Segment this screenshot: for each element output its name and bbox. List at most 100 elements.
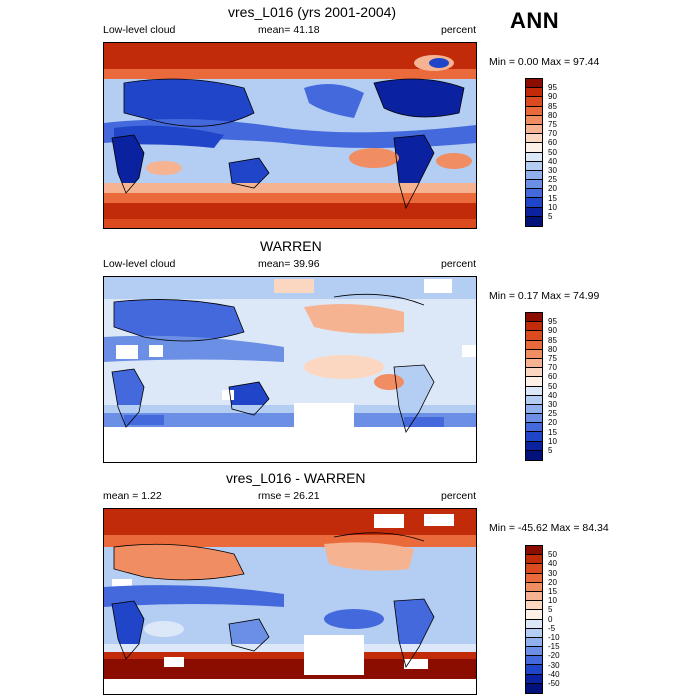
colorbar-tick-label: -5 xyxy=(548,623,556,633)
colorbar-tick-label: 60 xyxy=(548,372,557,382)
colorbar-swatch xyxy=(526,414,542,424)
colorbar-swatch xyxy=(526,358,542,369)
colorbar-swatch xyxy=(526,322,542,332)
colorbar-swatch xyxy=(526,115,542,125)
colorbar-tick-label: 10 xyxy=(548,202,557,212)
panel1-map-field xyxy=(104,43,476,228)
colorbar-tick-label: 95 xyxy=(548,317,557,327)
colorbar-tick-label: 30 xyxy=(548,400,557,409)
colorbar-swatch xyxy=(526,340,542,350)
panel1-units-label: percent xyxy=(441,24,477,36)
colorbar-swatch xyxy=(526,395,542,405)
panel1-minmax: Min = 0.00 Max = 97.44 xyxy=(489,56,600,68)
colorbar-swatch xyxy=(526,404,542,415)
colorbar-swatch xyxy=(526,377,542,387)
colorbar-tick-label: 15 xyxy=(548,587,557,596)
panel3-minmax: Min = -45.62 Max = 84.34 xyxy=(489,522,609,534)
panel2-minmax: Min = 0.17 Max = 74.99 xyxy=(489,290,600,302)
panel3-title: vres_L016 - WARREN xyxy=(226,470,366,486)
colorbar-swatch xyxy=(526,665,542,675)
colorbar-tick-label: 50 xyxy=(548,550,557,560)
colorbar-swatch xyxy=(526,207,542,217)
colorbar-tick-label: 80 xyxy=(548,344,557,354)
panel2-field-label: Low-level cloud xyxy=(103,258,176,270)
colorbar-swatch xyxy=(526,591,542,602)
panel2-map xyxy=(103,276,477,463)
colorbar-swatch xyxy=(526,619,542,629)
colorbar-tick-label: 50 xyxy=(548,381,557,391)
colorbar-tick-label: 30 xyxy=(548,166,557,175)
colorbar-swatch xyxy=(526,313,542,323)
colorbar-swatch xyxy=(526,555,542,565)
colorbar-tick-label: 70 xyxy=(548,129,557,139)
colorbar-swatch xyxy=(526,637,542,648)
panel3-colorbar xyxy=(525,545,543,694)
colorbar-swatch xyxy=(526,97,542,107)
colorbar-swatch xyxy=(526,450,542,460)
colorbar-tick-label: 25 xyxy=(548,175,557,185)
colorbar-swatch xyxy=(526,106,542,116)
colorbar-tick-label: 40 xyxy=(548,390,557,400)
colorbar-tick-label: 20 xyxy=(548,577,557,587)
colorbar-tick-label: -40 xyxy=(548,669,560,679)
colorbar-tick-label: 75 xyxy=(548,120,557,129)
colorbar-swatch xyxy=(526,124,542,135)
panel1-colorbar xyxy=(525,78,543,227)
panel3-units-label: percent xyxy=(441,490,477,502)
panel1-map xyxy=(103,42,477,229)
colorbar-swatch xyxy=(526,349,542,359)
colorbar-swatch xyxy=(526,601,542,611)
colorbar-tick-label: 10 xyxy=(548,436,557,446)
colorbar-tick-label: 25 xyxy=(548,409,557,419)
colorbar-swatch xyxy=(526,161,542,171)
colorbar-swatch xyxy=(526,610,542,620)
colorbar-tick-label: 90 xyxy=(548,92,557,102)
colorbar-tick-label: -50 xyxy=(548,679,560,688)
colorbar-swatch xyxy=(526,441,542,451)
colorbar-tick-label: 5 xyxy=(548,446,553,455)
colorbar-swatch xyxy=(526,683,542,693)
colorbar-tick-label: 90 xyxy=(548,326,557,336)
panel3-rmse-label: rmse = 26.21 xyxy=(258,490,320,502)
season-label: ANN xyxy=(510,8,560,33)
colorbar-swatch xyxy=(526,432,542,442)
colorbar-swatch xyxy=(526,386,542,396)
colorbar-tick-label: 85 xyxy=(548,335,557,345)
panel2-mean-label: mean= 39.96 xyxy=(258,258,320,270)
colorbar-swatch xyxy=(526,198,542,208)
colorbar-swatch xyxy=(526,143,542,153)
colorbar-tick-label: 85 xyxy=(548,101,557,111)
colorbar-tick-label: 15 xyxy=(548,427,557,437)
colorbar-swatch xyxy=(526,134,542,144)
colorbar-swatch xyxy=(526,216,542,226)
colorbar-tick-label: 10 xyxy=(548,596,557,606)
panel3-map xyxy=(103,508,477,695)
panel2-colorbar xyxy=(525,312,543,461)
colorbar-tick-label: 40 xyxy=(548,156,557,166)
colorbar-swatch xyxy=(526,180,542,190)
colorbar-swatch xyxy=(526,189,542,199)
colorbar-swatch xyxy=(526,170,542,181)
panel3-mean-label: mean = 1.22 xyxy=(103,490,162,502)
colorbar-tick-label: 5 xyxy=(548,212,553,221)
colorbar-swatch xyxy=(526,79,542,89)
colorbar-swatch xyxy=(526,582,542,592)
colorbar-swatch xyxy=(526,647,542,657)
colorbar-tick-label: 80 xyxy=(548,110,557,120)
colorbar-tick-label: -30 xyxy=(548,660,560,670)
colorbar-tick-label: 5 xyxy=(548,605,553,615)
colorbar-tick-label: -10 xyxy=(548,633,560,642)
colorbar-tick-label: 30 xyxy=(548,568,557,578)
colorbar-swatch xyxy=(526,368,542,378)
colorbar-tick-label: 60 xyxy=(548,138,557,148)
colorbar-swatch xyxy=(526,674,542,684)
panel3-map-field xyxy=(104,509,476,694)
colorbar-swatch xyxy=(526,628,542,638)
panel1-field-label: Low-level cloud xyxy=(103,24,176,36)
colorbar-tick-label: 50 xyxy=(548,147,557,157)
colorbar-tick-label: -20 xyxy=(548,651,560,661)
colorbar-tick-label: 40 xyxy=(548,559,557,569)
panel2-title: WARREN xyxy=(260,238,322,254)
colorbar-swatch xyxy=(526,546,542,556)
colorbar-tick-label: 20 xyxy=(548,418,557,428)
